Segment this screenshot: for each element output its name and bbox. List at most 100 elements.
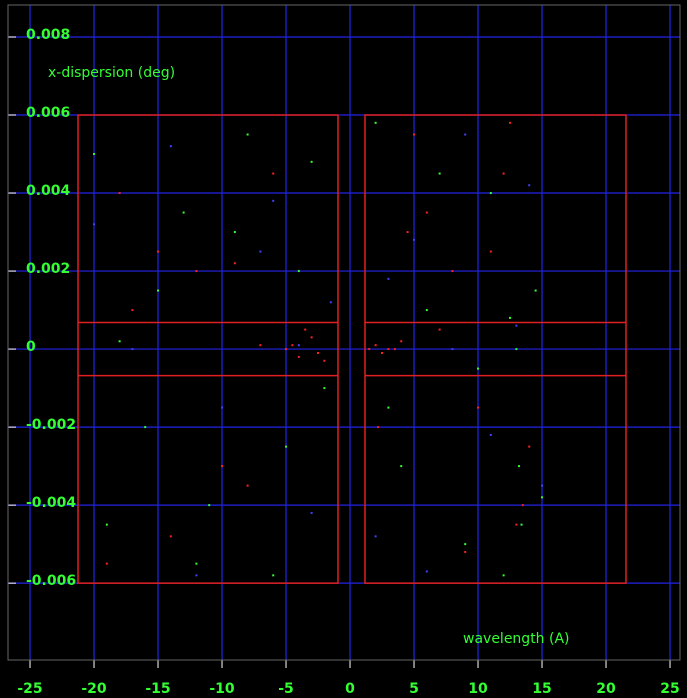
point: [310, 511, 313, 514]
y-tick-label: 0.008: [26, 27, 70, 43]
point: [93, 153, 96, 156]
point: [131, 309, 134, 312]
x-tick-label: -20: [81, 681, 107, 697]
point: [105, 523, 108, 526]
point: [451, 270, 454, 273]
point: [297, 270, 300, 273]
point: [528, 445, 531, 448]
point: [272, 172, 275, 175]
point: [272, 199, 275, 202]
point: [317, 351, 320, 354]
point: [381, 351, 384, 354]
point: [323, 387, 326, 390]
point: [438, 328, 441, 331]
point: [425, 309, 428, 312]
point: [195, 574, 198, 577]
point: [387, 348, 390, 351]
point: [169, 145, 172, 148]
points: [93, 121, 544, 577]
point: [374, 121, 377, 124]
plot-frame: [7, 4, 681, 661]
point: [323, 359, 326, 362]
point: [195, 562, 198, 565]
point: [246, 484, 249, 487]
point: [291, 344, 294, 347]
x-tick-label: -25: [17, 681, 42, 697]
point: [169, 535, 172, 538]
point: [195, 270, 198, 273]
point: [528, 184, 531, 187]
point: [502, 172, 505, 175]
x-tick-label: 15: [532, 681, 551, 697]
point: [451, 348, 454, 351]
y-tick-label: 0.004: [26, 183, 71, 199]
point: [477, 406, 480, 409]
y-tick-label: -0.004: [26, 495, 76, 511]
point: [477, 367, 480, 370]
point: [425, 211, 428, 214]
y-tick-label: 0.006: [26, 105, 70, 121]
point: [259, 344, 262, 347]
labels: x-dispersion (deg) wavelength (A) -25 -20…: [8, 27, 680, 697]
point: [304, 328, 307, 331]
point: [438, 172, 441, 175]
point: [221, 406, 224, 409]
point: [387, 277, 390, 280]
point: [464, 543, 467, 546]
point: [285, 445, 288, 448]
point: [413, 238, 416, 241]
x-tick-label: -5: [278, 681, 294, 697]
y-tick-label: 0.002: [26, 261, 70, 277]
point: [208, 504, 211, 507]
point: [157, 289, 160, 292]
point: [105, 562, 108, 565]
x-axis-label: wavelength (A): [463, 631, 570, 647]
point: [297, 344, 300, 347]
point: [310, 336, 313, 339]
point: [489, 250, 492, 253]
point: [515, 523, 518, 526]
point: [297, 355, 300, 358]
point: [377, 426, 380, 429]
point: [515, 324, 518, 327]
point: [233, 231, 236, 234]
point: [489, 433, 492, 436]
point: [118, 340, 121, 343]
point: [374, 535, 377, 538]
point: [464, 550, 467, 553]
region: [77, 114, 339, 584]
point: [246, 133, 249, 136]
point: [400, 465, 403, 468]
point: [502, 574, 505, 577]
regions: [77, 114, 627, 584]
point: [464, 133, 467, 136]
point: [233, 262, 236, 265]
point: [541, 496, 544, 499]
grid: [8, 5, 680, 660]
point: [400, 340, 403, 343]
x-tick-label: 10: [468, 681, 488, 697]
point: [517, 465, 520, 468]
point: [144, 426, 147, 429]
point: [182, 211, 185, 214]
point: [131, 348, 134, 351]
point: [393, 348, 396, 351]
point: [374, 344, 377, 347]
x-tick-label: -15: [145, 681, 170, 697]
point: [221, 465, 224, 468]
point: [534, 289, 537, 292]
point: [515, 348, 518, 351]
point: [413, 133, 416, 136]
point: [489, 192, 492, 195]
point: [93, 223, 96, 226]
region: [364, 114, 627, 584]
point: [157, 250, 160, 253]
point: [387, 406, 390, 409]
y-tick-label: -0.006: [26, 573, 76, 589]
x-tick-label: -10: [209, 681, 235, 697]
x-tick-label: 25: [660, 681, 679, 697]
point: [509, 121, 512, 124]
x-tick-label: 20: [596, 681, 616, 697]
point: [406, 231, 409, 234]
